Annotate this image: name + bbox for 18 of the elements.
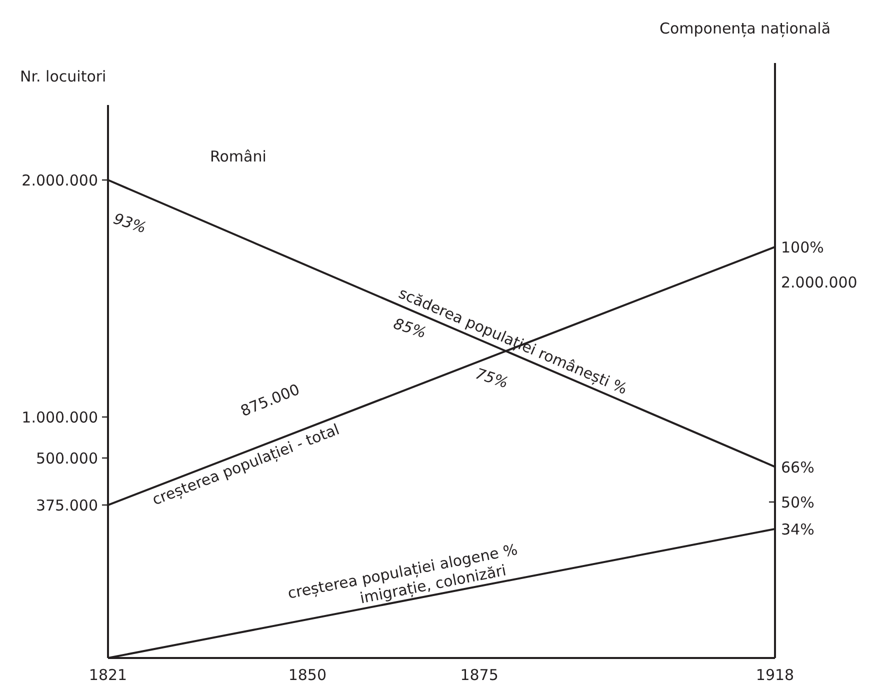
text: 1.000.000 [22,408,98,426]
text: 375.000 [36,496,98,514]
text: 66% [781,458,814,476]
x-tick-label: 1821 [88,666,128,684]
text: 2.000.000 [22,171,98,190]
text: Componența națională [659,19,831,38]
x-tick-label: 1850 [288,666,327,684]
x-tick-label: 1875 [460,666,498,684]
text: 50% [781,493,814,512]
text: Nr. locuitori [20,67,106,86]
text: 500.000 [36,449,98,468]
annotation: 93% [111,210,149,237]
x-tick-label: 1918 [756,666,794,684]
text: Români [210,147,266,166]
text: 34% [781,520,814,538]
text: 2.000.000 [781,273,858,292]
annotation: 75% [473,364,511,392]
text: 100% [781,238,824,256]
